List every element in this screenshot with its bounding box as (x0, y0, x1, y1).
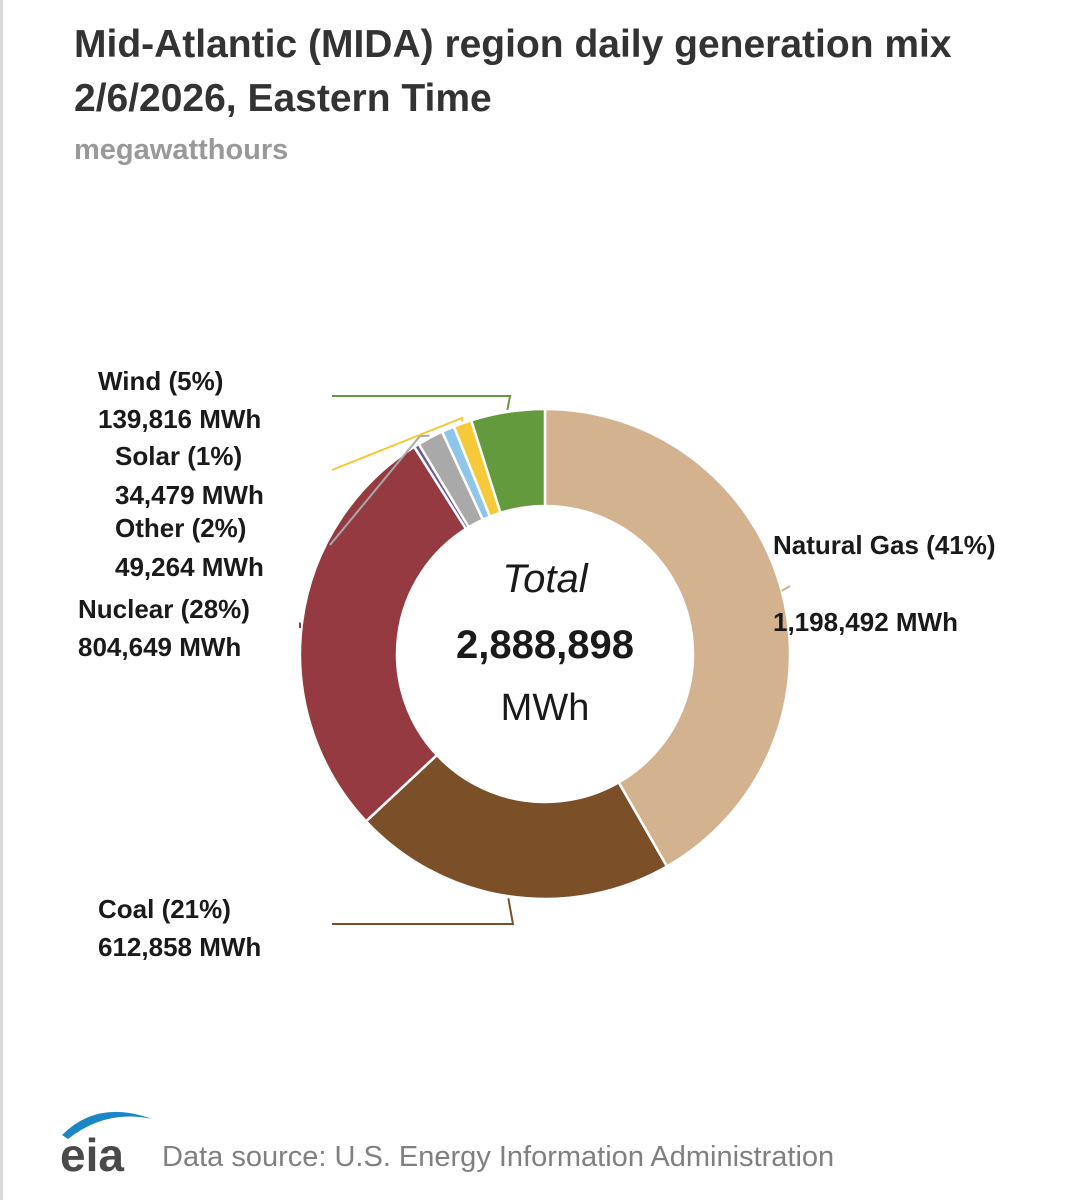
donut-slices (298, 407, 792, 901)
value-coal: 612,858 MWh (98, 932, 261, 962)
slice-nuclear[interactable] (298, 445, 468, 824)
donut-chart: Natural Gas (41%) 1,198,492 MWh Coal (21… (78, 366, 996, 962)
leader-solar (331, 416, 464, 471)
left-border (0, 0, 3, 1200)
value-wind: 139,816 MWh (98, 404, 261, 434)
label-solar: Solar (1%) (115, 441, 242, 471)
chart-title: Mid-Atlantic (MIDA) region daily generat… (74, 23, 952, 120)
footer: eia Data source: U.S. Energy Information… (58, 1105, 1058, 1185)
center-total-unit: MWh (501, 687, 590, 729)
leader-coal (332, 898, 515, 925)
label-wind: Wind (5%) (98, 366, 223, 396)
center-total-label: Total (502, 557, 588, 601)
value-nuclear: 804,649 MWh (78, 632, 241, 662)
data-source: Data source: U.S. Energy Information Adm… (162, 1141, 835, 1173)
label-other: Other (2%) (115, 513, 246, 543)
slice-wind[interactable] (469, 407, 547, 515)
label-nuclear: Nuclear (28%) (78, 594, 250, 624)
center-total-value: 2,888,898 (456, 623, 634, 667)
label-coal: Coal (21%) (98, 894, 231, 924)
slice-natural-gas[interactable] (543, 407, 792, 869)
chart-subtitle: megawatthours (74, 134, 289, 166)
value-solar: 34,479 MWh (115, 480, 264, 510)
eia-logo-text: eia (60, 1129, 124, 1177)
leader-wind (332, 395, 512, 411)
label-natural-gas: Natural Gas (41%) (773, 530, 996, 560)
eia-logo: eia (60, 1111, 152, 1177)
leader-lines (299, 395, 791, 925)
leader-natural-gas (781, 585, 791, 592)
value-other: 49,264 MWh (115, 552, 264, 582)
leader-other (329, 434, 430, 546)
slice-coal[interactable] (364, 753, 669, 901)
value-natural-gas: 1,198,492 MWh (773, 607, 958, 637)
